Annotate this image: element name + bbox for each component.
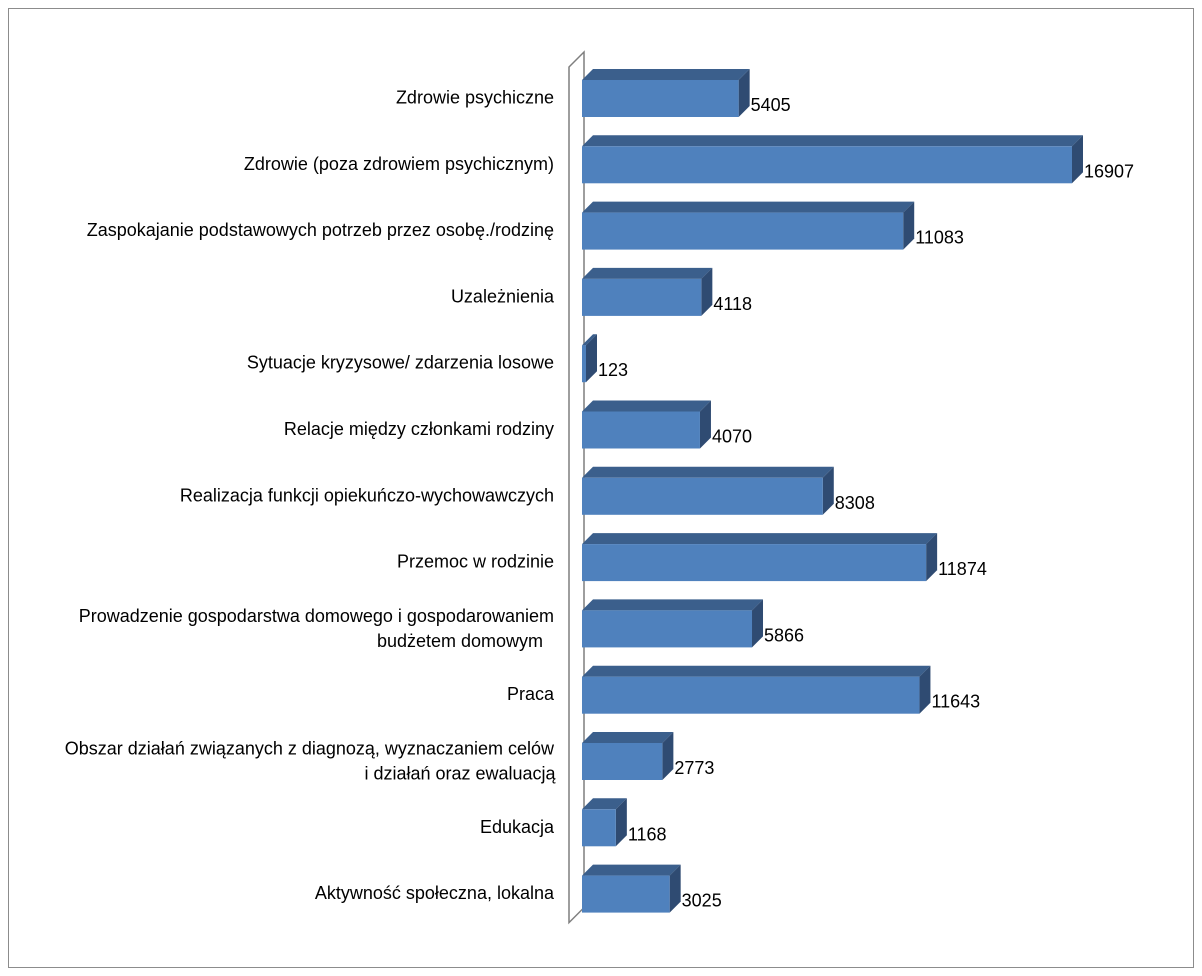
category-label: Sytuacje kryzysowe/ zdarzenia losowe (247, 353, 554, 373)
category-label: Prowadzenie gospodarstwa domowego i gosp… (79, 606, 554, 651)
bar-group (582, 135, 1083, 184)
bar-top (582, 599, 764, 611)
bar-group (582, 466, 834, 515)
data-label: 1168 (628, 824, 667, 844)
bar (582, 676, 920, 714)
bar-side (586, 334, 597, 383)
bar-side (669, 864, 681, 913)
bar-top (582, 864, 681, 876)
bar-side (903, 201, 915, 250)
bar-side (752, 599, 764, 648)
category-label: Zdrowie psychiczne (396, 88, 554, 108)
bar (582, 212, 904, 250)
bar (582, 278, 702, 316)
bar-side (701, 267, 713, 316)
bar (582, 809, 616, 847)
bar-side (822, 466, 834, 515)
bar-chart: 5405 Zdrowie psychiczne 16907 Zdrowie (poza… (65, 50, 1134, 925)
bar-group (582, 599, 764, 648)
category-label: Realizacja funkcji opiekuńczo-wychowawcz… (180, 485, 554, 505)
category-label: Zdrowie (poza zdrowiem psychicznym) (244, 154, 554, 174)
bar-top (582, 334, 597, 346)
bar-group (582, 267, 713, 316)
bar-group (582, 334, 597, 383)
bar-group (582, 732, 674, 780)
bar-side (919, 665, 931, 714)
bar-top (582, 798, 627, 810)
bar-top (582, 466, 834, 478)
category-label: Uzależnienia (451, 286, 555, 306)
bar-group (582, 201, 915, 250)
bar (582, 544, 927, 582)
bar-side (738, 69, 750, 117)
bar (582, 875, 670, 913)
bar-side (926, 533, 938, 582)
bar-group (582, 69, 750, 117)
category-label: Zaspokajanie podstawowych potrzeb przez … (87, 220, 554, 240)
data-label: 123 (598, 360, 628, 380)
data-label: 5405 (751, 95, 791, 115)
bar (582, 146, 1072, 184)
data-label: 4070 (712, 427, 752, 447)
bar (582, 610, 753, 648)
category-label: Relacje między członkami rodziny (284, 419, 554, 439)
data-label: 2773 (674, 758, 714, 778)
bar-side (615, 798, 627, 847)
data-label: 11083 (915, 228, 964, 248)
data-label: 5866 (764, 625, 804, 645)
category-label: Edukacja (480, 817, 555, 837)
bar-side (699, 400, 711, 449)
bar (582, 345, 586, 383)
bar-group (582, 400, 711, 449)
data-label: 11643 (931, 692, 980, 712)
chart-frame: 5405 Zdrowie psychiczne 16907 Zdrowie (poza… (8, 8, 1194, 968)
category-label: Przemoc w rodzinie (397, 552, 554, 572)
bar-top (582, 665, 931, 677)
category-label: Obszar działań związanych z diagnozą, wy… (65, 739, 557, 784)
bar (582, 477, 823, 515)
bar-top (582, 135, 1083, 147)
axis-wall (568, 50, 585, 925)
data-label: 16907 (1084, 161, 1134, 181)
bar-top (582, 267, 713, 279)
bar-top (582, 732, 674, 743)
bar-top (582, 201, 915, 213)
category-label: Praca (507, 684, 555, 704)
bar-top (582, 69, 750, 80)
bar-group (582, 798, 627, 847)
bar (582, 743, 663, 780)
data-label: 3025 (682, 891, 722, 911)
bar (582, 411, 700, 449)
category-label: Aktywność społeczna, lokalna (315, 883, 555, 903)
bar-group (582, 864, 681, 913)
bar-side (662, 732, 674, 780)
bar-group (582, 533, 938, 582)
bar-group (582, 665, 931, 714)
data-label: 11874 (938, 559, 987, 579)
bar-top (582, 400, 711, 412)
data-label: 8308 (835, 493, 875, 513)
bar (582, 80, 739, 117)
bar-side (1072, 135, 1083, 184)
bar-top (582, 533, 938, 545)
data-label: 4118 (713, 294, 752, 314)
